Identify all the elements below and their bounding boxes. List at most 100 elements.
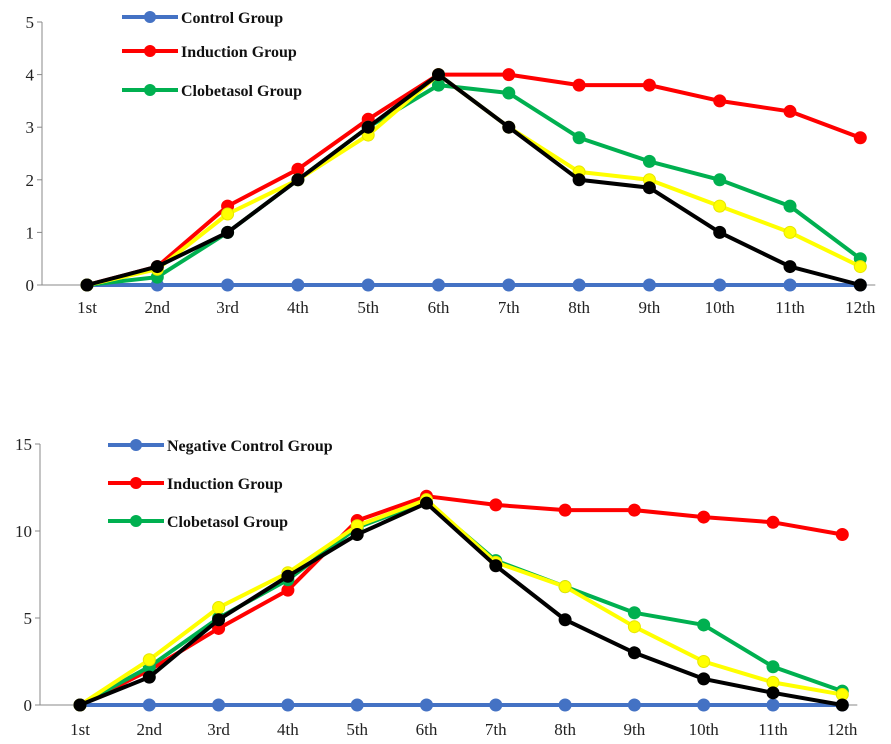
- legend-marker: [144, 84, 156, 96]
- data-point: [783, 278, 797, 292]
- data-point: [291, 278, 305, 292]
- data-point: [420, 698, 433, 712]
- series-line: [86, 72, 861, 287]
- x-tick-label: 1st: [77, 298, 97, 317]
- data-point: [766, 686, 780, 700]
- data-point: [783, 199, 797, 213]
- x-tick-label: 9th: [624, 720, 646, 739]
- data-point: [558, 698, 572, 712]
- x-tick-label: 8th: [568, 298, 590, 317]
- data-point: [489, 698, 503, 712]
- data-point: [221, 278, 235, 292]
- data-point: [572, 173, 586, 187]
- data-point: [642, 78, 656, 92]
- data-point: [853, 131, 867, 145]
- y-tick-label: 2: [26, 171, 35, 190]
- legend-marker: [144, 45, 156, 57]
- data-point: [697, 618, 711, 632]
- legend: Negative Control Group Induction Group Clo…: [108, 438, 333, 531]
- data-point: [221, 207, 235, 221]
- x-tick-label: 8th: [554, 720, 576, 739]
- data-point: [713, 278, 727, 292]
- legend-label: Control Group: [181, 10, 283, 27]
- data-point: [502, 86, 516, 100]
- data-point: [853, 260, 867, 274]
- data-point: [73, 698, 87, 712]
- data-point: [558, 613, 572, 627]
- data-point: [627, 606, 641, 620]
- x-tick-label: 7th: [485, 720, 507, 739]
- x-tick-label: 3rd: [207, 720, 230, 739]
- y-tick-label: 5: [26, 13, 35, 32]
- data-point: [572, 131, 586, 145]
- data-point: [572, 78, 586, 92]
- legend-marker: [130, 439, 142, 451]
- x-tick-label: 4th: [277, 720, 299, 739]
- series-1: [80, 278, 867, 292]
- series-5: [73, 496, 849, 712]
- legend-label: Induction Group: [167, 476, 283, 493]
- x-tick-label: 2nd: [137, 720, 163, 739]
- series-line: [86, 72, 862, 287]
- y-tick-label: 4: [26, 66, 35, 85]
- legend: Control Group Induction Group Clobetasol G…: [122, 10, 302, 100]
- x-tick-label: 11th: [775, 298, 805, 317]
- series-line: [86, 83, 862, 287]
- y-tick-label: 1: [26, 223, 35, 242]
- data-point: [502, 120, 516, 134]
- data-point: [558, 503, 572, 517]
- series-5: [80, 68, 867, 292]
- x-tick-label: 11th: [758, 720, 788, 739]
- data-point: [713, 173, 727, 187]
- data-point: [350, 527, 364, 541]
- data-point: [783, 260, 797, 274]
- legend-label: Induction Group: [181, 44, 297, 61]
- data-point: [558, 580, 572, 594]
- y-tick-label: 15: [15, 435, 32, 454]
- chart-2: 0 5 10 15 1st 2nd 3rd 4th 5th 6th 7th 8th 9th 10th 11t…: [15, 435, 858, 739]
- data-point: [489, 498, 503, 512]
- x-tick-label: 2nd: [145, 298, 171, 317]
- data-point: [835, 527, 849, 541]
- data-point: [361, 278, 375, 292]
- legend-label: Clobetasol Group: [167, 514, 288, 531]
- y-tick-label: 0: [26, 276, 35, 295]
- data-point: [766, 515, 780, 529]
- data-point: [142, 670, 156, 684]
- data-point: [502, 278, 516, 292]
- data-point: [627, 646, 641, 660]
- data-point: [420, 496, 433, 510]
- x-tick-label: 5th: [346, 720, 368, 739]
- x-tick-label: 5th: [357, 298, 379, 317]
- x-tick-label: 3rd: [216, 298, 239, 317]
- data-point: [853, 278, 867, 292]
- x-tick-label: 12th: [845, 298, 876, 317]
- x-tick-label: 7th: [498, 298, 520, 317]
- legend-label: Clobetasol Group: [181, 83, 302, 100]
- series-1: [73, 698, 849, 712]
- legend-marker: [130, 477, 142, 489]
- series-line: [79, 494, 843, 707]
- data-point: [502, 68, 516, 82]
- legend-marker: [144, 11, 156, 23]
- data-point: [350, 698, 364, 712]
- y-tick-label: 5: [24, 609, 33, 628]
- series-line: [79, 501, 843, 707]
- data-point: [221, 225, 235, 239]
- data-point: [642, 181, 656, 195]
- data-point: [142, 698, 156, 712]
- data-point: [713, 94, 727, 108]
- chart-1: 0 1 2 3 4 5 1st 2nd 3rd 4th 5th 6th 7th 8th 9th 10th 11t…: [26, 10, 876, 317]
- data-point: [212, 613, 226, 627]
- data-point: [281, 569, 295, 583]
- x-tick-label: 6th: [428, 298, 450, 317]
- x-tick-label: 10th: [689, 720, 720, 739]
- data-point: [489, 559, 503, 573]
- data-point: [713, 199, 727, 213]
- x-tick-label: 9th: [639, 298, 661, 317]
- y-tick-label: 10: [15, 522, 32, 541]
- data-point: [361, 120, 375, 134]
- data-point: [713, 225, 727, 239]
- data-point: [697, 672, 711, 686]
